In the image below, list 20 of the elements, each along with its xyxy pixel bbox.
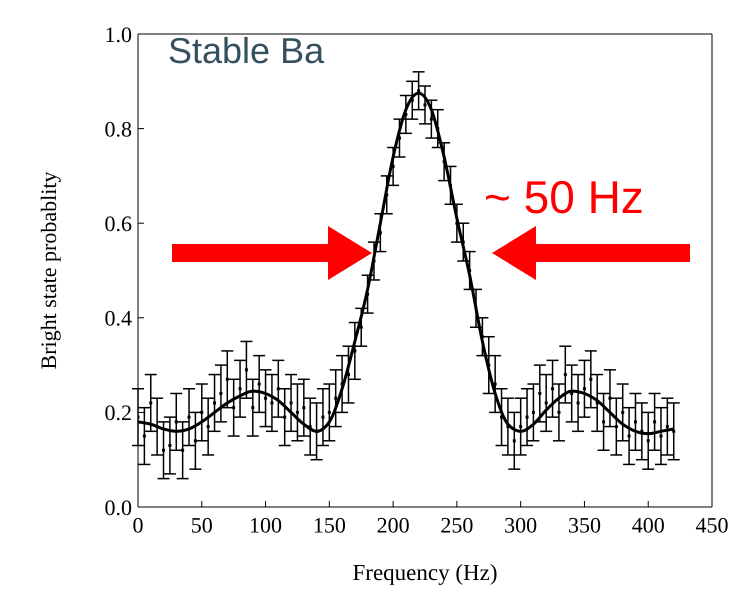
y-tick-label: 0.6	[104, 211, 132, 236]
x-tick-label: 150	[312, 512, 346, 538]
x-tick-label: 50	[190, 512, 213, 538]
x-axis-title: Frequency (Hz)	[352, 560, 498, 585]
y-axis-title: Bright state probablity	[36, 172, 61, 370]
y-tick-label: 0.0	[104, 494, 132, 520]
y-tick-label: 1.0	[104, 22, 132, 47]
x-tick-label: 400	[632, 512, 665, 538]
x-tick-label: 200	[376, 512, 410, 538]
annotation: ~ 50 Hz	[484, 170, 644, 224]
y-tick-label: 0.2	[104, 400, 132, 426]
x-tick-label: 450	[696, 512, 728, 538]
annotation: Stable Ba	[168, 30, 324, 72]
x-tick-label: 0	[132, 512, 144, 538]
x-tick-label: 300	[504, 512, 538, 538]
y-tick-label: 0.4	[104, 306, 132, 331]
y-tick-label: 0.8	[104, 116, 132, 142]
x-tick-label: 100	[249, 512, 282, 538]
x-tick-label: 350	[568, 512, 601, 538]
x-tick-label: 250	[440, 512, 474, 538]
